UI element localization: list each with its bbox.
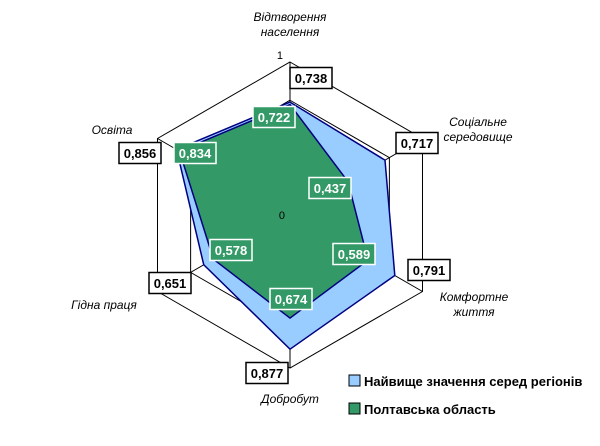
axis-label-line: Відтворення (254, 10, 328, 24)
axis-label-6: Освіта (92, 123, 133, 137)
tick-label-max: 1 (277, 50, 283, 62)
data-label-region-6-text: 0,834 (179, 146, 212, 161)
axis-label-line: Комфортне (440, 290, 509, 304)
data-label-region-4-box (269, 287, 313, 311)
axis-label-line: Освіта (92, 123, 133, 137)
data-label-highest-5-text: 0,651 (154, 276, 187, 291)
data-label-region-6-box (173, 141, 217, 165)
data-label-region-2-text: 0,437 (314, 181, 347, 196)
data-label-highest-3-text: 0,791 (413, 263, 446, 278)
axis-label-2: Соціальне середовище (443, 115, 512, 144)
data-label-region-1-text: 0,722 (258, 110, 291, 125)
data-label-highest-6-text: 0,856 (124, 146, 157, 161)
axis-label-line: Гідна праця (71, 298, 137, 312)
legend-label-2: Полтавська область (364, 402, 496, 417)
axis-label-line: середовище (443, 130, 512, 144)
axis-label-3: Комфортне життя (440, 290, 509, 319)
data-label-highest-3-box (407, 258, 451, 282)
data-label-highest-1-text: 0,738 (295, 71, 328, 86)
data-label-highest-3: 0,791 (407, 258, 451, 282)
data-label-highest-1: 0,738 (289, 66, 333, 90)
data-label-highest-2: 0,717 (395, 131, 439, 155)
data-label-region-1-box (252, 105, 296, 129)
data-label-region-4-text: 0,674 (275, 292, 308, 307)
data-label-highest-6: 0,856 (118, 141, 162, 165)
data-label-highest-2-box (395, 131, 439, 155)
data-label-region-5: 0,578 (209, 238, 253, 262)
axis-label-line: населення (261, 25, 320, 39)
data-label-highest-4-box (245, 361, 289, 385)
axis-label-5: Гідна праця (71, 298, 137, 312)
data-label-highest-6-box (118, 141, 162, 165)
legend-label-1: Найвище значення серед регіонів (364, 374, 582, 389)
axis-label-1: Відтворення населення (254, 10, 328, 39)
axis-label-line: життя (452, 305, 495, 319)
data-label-highest-1-box (289, 66, 333, 90)
data-label-region-3: 0,589 (332, 242, 376, 266)
tick-label-min: 0 (279, 210, 285, 222)
legend-swatch-1 (348, 374, 361, 387)
data-label-region-5-box (209, 238, 253, 262)
data-label-highest-4: 0,877 (245, 361, 289, 385)
data-label-highest-5: 0,651 (148, 271, 192, 295)
data-label-region-3-box (332, 242, 376, 266)
data-label-region-2: 0,437 (308, 176, 352, 200)
data-label-highest-4-text: 0,877 (251, 366, 284, 381)
data-label-highest-2-text: 0,717 (401, 136, 434, 151)
axis-label-4: Добробут (259, 392, 319, 406)
data-label-region-2-box (308, 176, 352, 200)
axis-label-line: Добробут (259, 392, 319, 406)
axis-label-line: Соціальне (449, 115, 507, 129)
data-label-region-3-text: 0,589 (338, 247, 371, 262)
data-label-region-5-text: 0,578 (215, 243, 248, 258)
legend-swatch-2 (348, 402, 361, 415)
data-label-highest-5-box (148, 271, 192, 295)
data-label-region-4: 0,674 (269, 287, 313, 311)
data-label-region-6: 0,834 (173, 141, 217, 165)
data-label-region-1: 0,722 (252, 105, 296, 129)
chart-legend: Найвище значення серед регіонів Полтавськ… (348, 374, 582, 417)
